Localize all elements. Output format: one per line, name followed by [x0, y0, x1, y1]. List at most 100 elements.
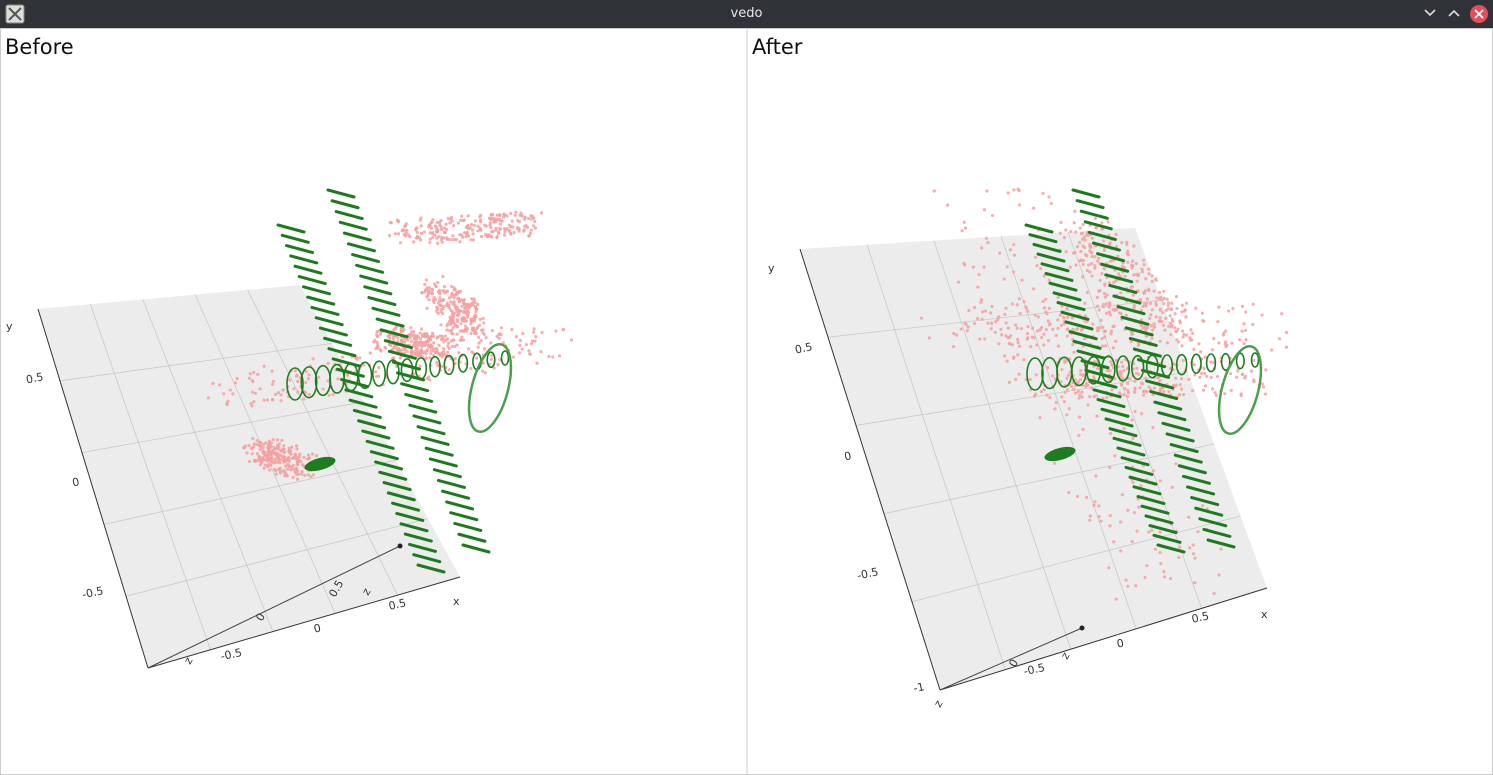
point	[557, 354, 562, 358]
point	[250, 390, 255, 394]
point	[1191, 543, 1195, 547]
point	[414, 347, 418, 351]
grid-line	[247, 289, 398, 596]
point	[1120, 493, 1125, 497]
wing-rib	[1083, 220, 1113, 231]
point	[295, 447, 299, 451]
point	[282, 447, 286, 451]
minimize[interactable]	[1424, 9, 1436, 17]
point	[1151, 469, 1155, 473]
wing-rib	[1108, 427, 1138, 438]
point	[1032, 336, 1036, 340]
point	[430, 291, 434, 295]
point	[450, 328, 454, 332]
point	[388, 220, 392, 225]
point	[281, 454, 286, 459]
maximize[interactable]	[1448, 9, 1460, 17]
point	[464, 319, 469, 323]
grid-line	[855, 371, 1188, 426]
point	[428, 356, 432, 360]
point	[211, 381, 215, 386]
point	[1003, 312, 1007, 317]
wing-rib	[1024, 223, 1054, 234]
point	[399, 338, 404, 342]
point	[445, 303, 449, 307]
point	[1240, 304, 1245, 308]
point	[451, 234, 455, 238]
point	[1071, 327, 1075, 331]
point	[520, 347, 524, 351]
point	[1215, 374, 1220, 379]
point	[1210, 348, 1215, 352]
point	[510, 219, 514, 223]
point	[296, 379, 300, 384]
point	[1108, 241, 1112, 245]
wing-rib	[432, 468, 462, 479]
point	[1145, 301, 1149, 305]
point	[478, 218, 483, 222]
point	[426, 339, 430, 343]
wing-rib	[1144, 514, 1174, 525]
point	[1193, 373, 1197, 377]
app-icon	[5, 4, 25, 24]
point	[1101, 344, 1105, 348]
point	[419, 348, 423, 352]
point	[428, 378, 432, 382]
point	[1132, 244, 1136, 248]
point	[306, 377, 311, 381]
point	[495, 213, 499, 217]
point	[1156, 375, 1161, 379]
point	[257, 455, 261, 460]
point	[362, 363, 366, 367]
point	[1130, 540, 1134, 544]
grid-line	[59, 343, 333, 382]
point	[1150, 279, 1154, 284]
point	[1159, 561, 1163, 565]
wing-rib	[310, 305, 340, 316]
wing-rib	[352, 408, 382, 419]
point	[464, 235, 468, 239]
point	[1164, 316, 1168, 320]
point	[1039, 326, 1044, 330]
point	[1242, 322, 1246, 326]
point	[444, 228, 449, 232]
point	[1100, 221, 1104, 225]
point	[419, 224, 423, 228]
point	[1002, 354, 1007, 358]
point	[997, 315, 1001, 319]
point	[1105, 293, 1109, 297]
point	[1145, 389, 1149, 394]
x-axis-label: x	[1261, 608, 1268, 621]
point	[1054, 400, 1058, 405]
point	[386, 334, 390, 338]
wing-rib	[1140, 504, 1170, 515]
point	[488, 221, 492, 225]
point	[495, 235, 499, 240]
point	[431, 235, 435, 239]
point	[432, 341, 436, 345]
point	[479, 213, 483, 217]
wing-rib	[1153, 400, 1183, 411]
point	[1048, 395, 1052, 400]
point	[1074, 391, 1078, 395]
wing-rib	[1079, 209, 1109, 220]
point	[1162, 302, 1166, 306]
point	[1050, 374, 1055, 378]
point	[430, 220, 434, 224]
wing-rib	[1190, 496, 1220, 507]
point	[496, 362, 500, 367]
point	[467, 234, 471, 238]
point	[1046, 339, 1051, 343]
point	[1158, 479, 1162, 483]
point	[300, 470, 304, 474]
wing-rib	[293, 264, 323, 275]
window-controls[interactable]	[1413, 0, 1493, 28]
point	[1078, 226, 1082, 230]
point	[455, 343, 459, 347]
point	[471, 232, 475, 236]
point	[1067, 491, 1071, 495]
point	[1240, 372, 1244, 376]
point	[405, 228, 409, 232]
point	[1017, 372, 1021, 376]
point	[1217, 573, 1221, 577]
